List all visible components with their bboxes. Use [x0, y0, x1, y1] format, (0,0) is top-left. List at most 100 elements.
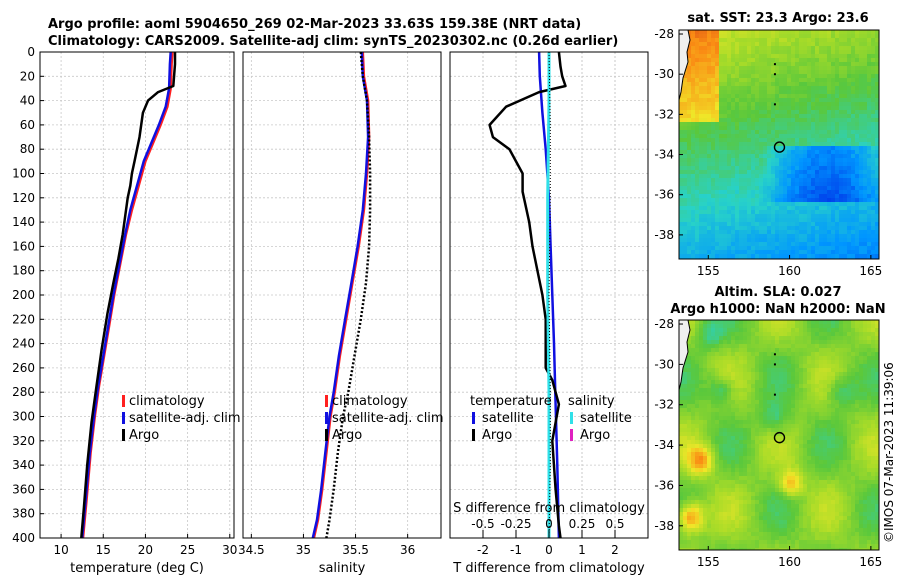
map-cell: [811, 170, 816, 175]
map-cell: [807, 464, 812, 469]
map-cell: [823, 356, 828, 361]
map-cell: [695, 404, 700, 409]
map-cell: [815, 70, 820, 75]
map-cell: [851, 46, 856, 51]
map-cell: [755, 66, 760, 71]
map-cell: [707, 384, 712, 389]
map-cell: [787, 324, 792, 329]
map-cell: [759, 420, 764, 425]
map-cell: [875, 432, 879, 437]
map-cell: [779, 388, 784, 393]
map-cell: [759, 122, 764, 127]
map-cell: [835, 436, 840, 441]
map-cell: [799, 162, 804, 167]
map-cell: [871, 408, 876, 413]
map-cell: [815, 122, 820, 127]
map-cell: [751, 194, 756, 199]
map-cell: [855, 376, 860, 381]
map-cell: [747, 130, 752, 135]
map-cell: [747, 66, 752, 71]
map-cell: [699, 452, 704, 457]
map-cell: [783, 340, 788, 345]
map-cell: [831, 452, 836, 457]
map-cell: [743, 186, 748, 191]
map-cell: [683, 90, 688, 95]
map-cell: [795, 254, 800, 259]
map-cell: [763, 58, 768, 63]
map-cell: [739, 46, 744, 51]
map-cell: [731, 246, 736, 251]
map-cell: [839, 436, 844, 441]
map-cell: [731, 70, 736, 75]
map-cell: [843, 110, 848, 115]
map-cell: [795, 146, 800, 151]
map-cell: [835, 376, 840, 381]
map-cell: [827, 388, 832, 393]
map-cell: [863, 158, 868, 163]
salinity-axis-label: S difference from climatology: [453, 501, 645, 516]
map-cell: [775, 404, 780, 409]
map-cell: [839, 372, 844, 377]
map-cell: [779, 38, 784, 43]
map-cell: [763, 110, 768, 115]
map-cell: [699, 464, 704, 469]
map-cell: [751, 82, 756, 87]
map-cell: [807, 432, 812, 437]
map-cell: [751, 70, 756, 75]
map-cell: [807, 110, 812, 115]
map-cell: [859, 348, 864, 353]
map-cell: [843, 344, 848, 349]
map-cell: [815, 186, 820, 191]
map-cell: [839, 234, 844, 239]
map-cell: [863, 106, 868, 111]
map-cell: [775, 436, 780, 441]
map-cell: [795, 202, 800, 207]
map-cell: [727, 198, 732, 203]
map-cell: [871, 66, 876, 71]
map-cell: [743, 364, 748, 369]
map-cell: [799, 448, 804, 453]
map-cell: [795, 340, 800, 345]
map-cell: [735, 364, 740, 369]
map-cell: [855, 230, 860, 235]
map-cell: [719, 174, 724, 179]
map-cell: [819, 58, 824, 63]
map-cell: [727, 400, 732, 405]
map-cell: [727, 460, 732, 465]
map-cell: [827, 98, 832, 103]
map-cell: [863, 210, 868, 215]
map-cell: [807, 424, 812, 429]
map-cell: [803, 90, 808, 95]
map-cell: [755, 404, 760, 409]
map-cell: [699, 344, 704, 349]
map-cell: [783, 38, 788, 43]
map-cell: [863, 348, 868, 353]
map-cell: [691, 396, 696, 401]
map-cell: [831, 146, 836, 151]
map-cell: [803, 218, 808, 223]
map-cell: [695, 46, 700, 51]
map-cell: [871, 70, 876, 75]
map-cell: [699, 324, 704, 329]
map-cell: [691, 238, 696, 243]
map-cell: [687, 122, 692, 127]
map-cell: [759, 74, 764, 79]
map-cell: [767, 408, 772, 413]
map-cell: [683, 468, 688, 473]
map-cell: [815, 126, 820, 131]
map-cell: [715, 428, 720, 433]
map-cell: [783, 456, 788, 461]
map-cell: [679, 118, 684, 123]
map-cell: [843, 400, 848, 405]
map-cell: [699, 146, 704, 151]
map-cell: [755, 222, 760, 227]
map-cell: [851, 452, 856, 457]
map-cell: [803, 408, 808, 413]
map-cell: [859, 174, 864, 179]
map-cell: [843, 74, 848, 79]
map-cell: [831, 78, 836, 83]
y-tick-label: 200: [12, 288, 35, 302]
map-cell: [751, 62, 756, 67]
map-cell: [851, 174, 856, 179]
map-cell: [835, 412, 840, 417]
